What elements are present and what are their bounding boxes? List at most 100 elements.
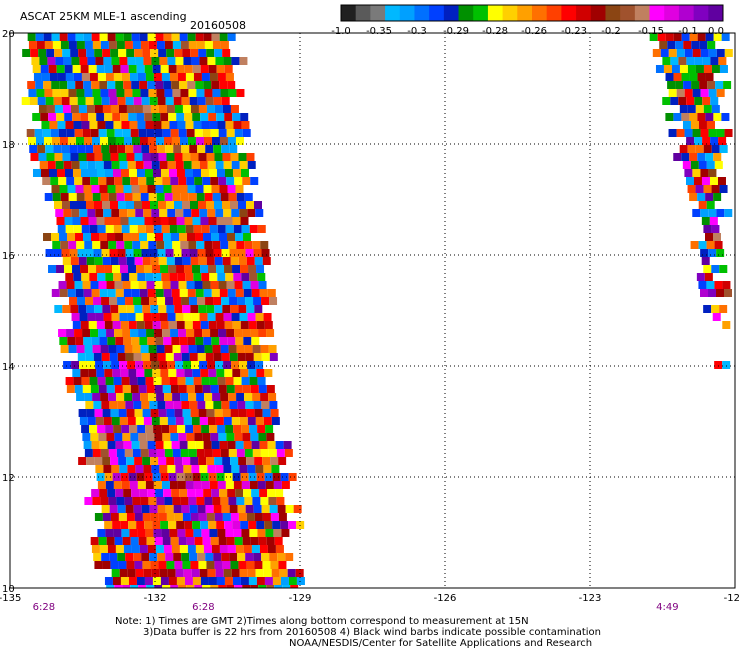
mle-cell xyxy=(205,145,214,153)
mle-cell xyxy=(190,513,199,521)
mle-cell xyxy=(685,177,694,185)
mle-cell xyxy=(47,161,56,169)
mle-cell xyxy=(104,65,113,73)
mle-cell xyxy=(105,121,114,129)
mle-cell xyxy=(237,505,246,513)
mle-cell xyxy=(211,33,220,41)
mle-cell xyxy=(145,225,154,233)
mle-cell xyxy=(235,441,244,449)
lon-tick-label: -129 xyxy=(289,593,312,604)
mle-cell xyxy=(692,89,701,97)
mle-cell xyxy=(137,73,146,81)
mle-cell xyxy=(75,337,84,345)
lon-tick-label: -135 xyxy=(0,593,21,604)
mle-cell xyxy=(269,297,278,305)
mle-cell xyxy=(140,241,149,249)
mle-cell xyxy=(152,369,161,377)
mle-cell xyxy=(293,505,302,513)
mle-cell xyxy=(103,361,112,369)
mle-cell xyxy=(210,177,219,185)
mle-cell xyxy=(206,49,215,57)
mle-cell xyxy=(125,353,134,361)
mle-cell xyxy=(170,433,179,441)
colorbar-tick-label: 0.0 xyxy=(708,26,724,37)
mle-cell xyxy=(156,41,165,49)
mle-cell xyxy=(163,337,172,345)
mle-cell xyxy=(665,33,674,41)
mle-cell xyxy=(244,497,253,505)
mle-cell xyxy=(707,41,716,49)
mle-cell xyxy=(56,265,65,273)
mle-cell xyxy=(280,521,289,529)
mle-cell xyxy=(714,241,723,249)
mle-cell xyxy=(196,345,205,353)
colorbar-tick-label: -0.28 xyxy=(482,26,508,37)
mle-cell xyxy=(153,481,162,489)
mle-cell xyxy=(275,441,284,449)
mle-cell xyxy=(165,353,174,361)
mle-cell xyxy=(151,161,160,169)
mle-cell xyxy=(679,105,688,113)
mle-cell xyxy=(191,417,200,425)
mle-cell xyxy=(97,481,106,489)
mle-cell xyxy=(144,369,153,377)
mle-cell xyxy=(32,113,41,121)
mle-cell xyxy=(214,201,223,209)
mle-cell xyxy=(128,321,137,329)
mle-cell xyxy=(182,409,191,417)
mle-cell xyxy=(128,521,137,529)
mle-cell xyxy=(662,57,671,65)
mle-cell xyxy=(697,153,706,161)
mle-cell xyxy=(690,121,699,129)
mle-cell xyxy=(675,41,684,49)
mle-cell xyxy=(59,337,68,345)
mle-cell xyxy=(253,249,262,257)
mle-cell xyxy=(89,273,98,281)
mle-cell xyxy=(710,57,719,65)
mle-cell xyxy=(134,409,143,417)
mle-cell xyxy=(115,545,124,553)
mle-cell xyxy=(238,257,247,265)
mle-cell xyxy=(85,249,94,257)
mle-cell xyxy=(114,585,123,588)
mle-cell xyxy=(79,313,88,321)
lat-tick-label: 20 xyxy=(2,29,15,40)
mle-cell xyxy=(676,129,685,137)
mle-cell xyxy=(41,121,50,129)
mle-cell xyxy=(137,121,146,129)
mle-cell xyxy=(46,105,55,113)
mle-cell xyxy=(136,65,145,73)
mle-cell xyxy=(148,393,157,401)
mle-cell xyxy=(222,561,231,569)
mle-cell xyxy=(92,193,101,201)
mle-cell xyxy=(158,457,167,465)
mle-cell xyxy=(160,321,169,329)
mle-cell xyxy=(193,529,202,537)
mle-cell xyxy=(697,113,706,121)
mle-cell xyxy=(104,321,113,329)
mle-cell xyxy=(262,513,271,521)
mle-cell xyxy=(158,409,167,417)
mle-cell xyxy=(118,561,127,569)
mle-cell xyxy=(182,457,191,465)
mle-cell xyxy=(200,369,209,377)
mle-cell xyxy=(166,257,175,265)
mle-cell xyxy=(158,561,167,569)
mle-cell xyxy=(226,433,235,441)
mle-cell xyxy=(170,129,179,137)
colorbar-swatch xyxy=(502,5,518,21)
mle-cell xyxy=(232,217,241,225)
mle-cell xyxy=(709,217,718,225)
mle-cell xyxy=(223,313,232,321)
mle-cell xyxy=(121,73,130,81)
mle-cell xyxy=(84,497,93,505)
mle-cell xyxy=(111,313,120,321)
mle-cell xyxy=(211,233,220,241)
mle-cell xyxy=(146,177,155,185)
mle-cell xyxy=(158,153,167,161)
mle-cell xyxy=(245,297,254,305)
mle-cell xyxy=(60,345,69,353)
mle-cell xyxy=(92,345,101,353)
mle-cell xyxy=(152,65,161,73)
mle-cell xyxy=(197,505,206,513)
